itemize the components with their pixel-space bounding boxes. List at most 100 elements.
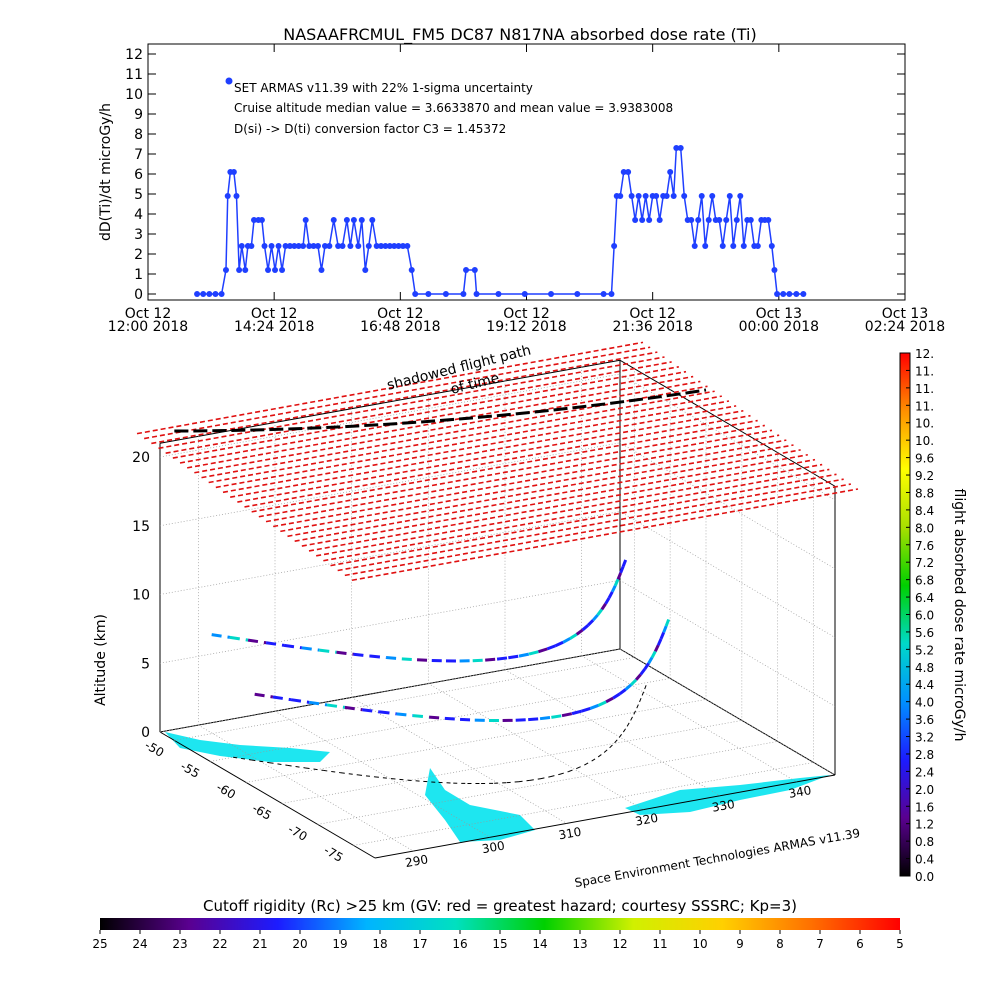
- hazard-dashes: [244, 414, 751, 508]
- track-shadow: [622, 726, 628, 733]
- y-tick-label: 6: [134, 167, 143, 183]
- data-point: [473, 291, 480, 297]
- data-point: [642, 193, 649, 199]
- track-shadow: [323, 769, 341, 774]
- data-point: [206, 291, 213, 297]
- hazard-dashes: [337, 478, 844, 572]
- grid-line: [198, 724, 414, 852]
- colorbar-tick-label: 12: [612, 937, 627, 951]
- x-tick-label: Oct 13 02:24 2018: [864, 306, 946, 335]
- colorbar-tick-label: 5: [896, 937, 904, 951]
- y-tick-label: 12: [125, 47, 143, 63]
- colorbar-tick-label: 1.2: [915, 818, 934, 832]
- colorbar-tick-label: 9: [736, 937, 744, 951]
- track-dash: [379, 710, 397, 716]
- hazard-plane: [136, 341, 859, 582]
- data-point: [656, 217, 663, 223]
- y-tick-label: 10: [125, 87, 143, 103]
- track-shadow: [633, 707, 638, 715]
- y-tick-label: -60: [214, 780, 238, 802]
- track-shadow: [591, 756, 599, 762]
- data-point: [639, 217, 646, 223]
- track-shadow: [639, 695, 643, 703]
- track-dash: [613, 578, 620, 587]
- axis-frame: [619, 359, 836, 487]
- credit: Space Environment Technologies ARMAS v11…: [573, 826, 861, 890]
- hazard-dashes: [215, 395, 722, 489]
- z-tick-label: 5: [141, 656, 150, 672]
- data-point: [302, 217, 309, 223]
- data-point: [343, 217, 350, 223]
- data-point: [300, 243, 307, 249]
- colorbar-tick-label: 11.: [915, 364, 934, 378]
- chart-title: NASAAFRCMUL_FM5 DC87 N817NA absorbed dos…: [283, 25, 756, 45]
- hazard-dashes: [187, 375, 694, 469]
- track-shadow: [597, 752, 605, 758]
- data-point: [358, 217, 365, 223]
- colorbar-tick-label: 6: [856, 937, 864, 951]
- legend-marker: [225, 77, 233, 85]
- track-dash: [656, 638, 663, 646]
- track-shadow: [506, 781, 519, 784]
- track-shadow: [626, 720, 632, 727]
- track-shadow: [340, 772, 359, 776]
- colorbar-tick-label: 3.6: [915, 713, 934, 727]
- track-shadow: [609, 742, 615, 749]
- axis-frame: [374, 774, 836, 859]
- track-dash: [569, 633, 578, 640]
- colorbar-tick-label: 22: [212, 937, 227, 951]
- track-dash: [610, 584, 617, 593]
- annotation: Cruise altitude median value = 3.6633870…: [234, 101, 673, 115]
- colorbar-tick-label: 15: [492, 937, 507, 951]
- data-point: [780, 291, 787, 297]
- track-dash: [538, 647, 548, 654]
- projected-track: [174, 388, 707, 433]
- data-point: [709, 193, 716, 199]
- hazard-dashes: [323, 468, 830, 562]
- x-tick-label: Oct 12 12:00 2018: [107, 306, 189, 335]
- track-shadow: [287, 764, 306, 769]
- data-point: [705, 217, 712, 223]
- data-point: [275, 243, 282, 249]
- x-tick-label: Oct 12 14:24 2018: [233, 306, 315, 335]
- data-point: [236, 267, 243, 273]
- data-point: [681, 193, 688, 199]
- hazard-dashes: [273, 434, 780, 528]
- track-dash: [528, 717, 541, 722]
- data-point: [617, 193, 624, 199]
- track-dash: [515, 718, 529, 722]
- colorbar-tick-label: 4.8: [915, 661, 934, 675]
- grid-line: [245, 699, 707, 783]
- colorbar-tick-label: 5.6: [915, 626, 934, 640]
- track-dash: [607, 591, 614, 599]
- data-point: [608, 291, 615, 297]
- hazard-dashes: [265, 429, 773, 523]
- data-point: [279, 267, 286, 273]
- data-point: [258, 217, 265, 223]
- z-axis-title: Altitude (km): [93, 614, 109, 706]
- data-point: [620, 169, 627, 175]
- hazard-dashes: [294, 449, 801, 542]
- data-point: [688, 217, 695, 223]
- track-dash: [265, 641, 285, 647]
- y-tick-label: 8: [134, 127, 143, 143]
- colorbar-title: flight absorbed dose rate microGy/h: [951, 489, 967, 742]
- hazard-dashes: [316, 463, 823, 557]
- track-dash: [229, 635, 249, 642]
- data-point: [716, 217, 723, 223]
- data-point: [673, 145, 680, 151]
- track-dash: [597, 700, 607, 707]
- hazard-dashes: [330, 473, 837, 567]
- data-point: [463, 267, 470, 273]
- data-point: [726, 193, 733, 199]
- data-point: [521, 291, 528, 297]
- hazard-dashes: [158, 356, 665, 450]
- data-point: [222, 267, 229, 273]
- colorbar-tick-label: 1.6: [915, 800, 934, 814]
- colorbar-tick-label: 8: [776, 937, 784, 951]
- data-point: [765, 217, 772, 223]
- colorbar-tick-label: 21: [252, 937, 267, 951]
- data-point: [224, 193, 231, 199]
- colorbar-tick-label: 13: [572, 937, 587, 951]
- y-tick-label: 7: [134, 147, 143, 163]
